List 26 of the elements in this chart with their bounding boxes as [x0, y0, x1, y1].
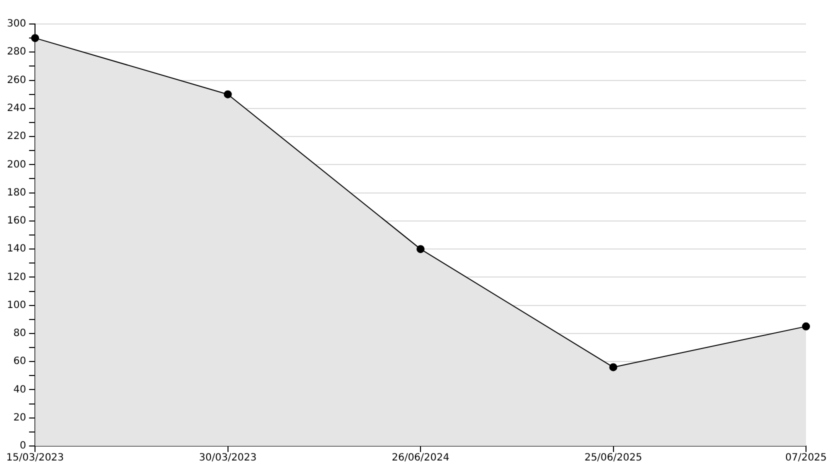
y-tick-label: 280: [6, 46, 26, 58]
y-tick-label: 220: [6, 131, 26, 142]
y-tick-label: 300: [6, 18, 26, 30]
y-tick-label: 0: [20, 440, 26, 452]
point: [31, 34, 40, 42]
y-tick-label: 40: [13, 384, 26, 396]
y-tick-label: 180: [6, 187, 26, 198]
y-tick-label: 60: [13, 356, 26, 368]
y-tick-label: 200: [6, 159, 26, 170]
x-tick-label: 25/06/2025: [584, 452, 642, 464]
x-tick-label: 07/2025: [785, 452, 827, 464]
point: [802, 322, 810, 330]
y-tick-label: 120: [6, 272, 26, 283]
x-tick-label: 30/03/2023: [198, 452, 257, 464]
y-tick-label: 140: [6, 244, 26, 255]
y-tick-label: 80: [13, 328, 26, 340]
y-tick-label: 20: [13, 412, 26, 424]
point: [224, 90, 232, 98]
y-tick-label: 100: [6, 300, 26, 311]
x-tick-label: 15/03/2023: [6, 452, 64, 464]
y-tick-label: 160: [6, 216, 26, 227]
x-tick-label: 26/06/2024: [392, 452, 450, 464]
y-tick-label: 240: [6, 102, 26, 114]
point: [416, 245, 425, 254]
y-tick-label: 260: [6, 74, 26, 86]
point: [609, 363, 618, 372]
